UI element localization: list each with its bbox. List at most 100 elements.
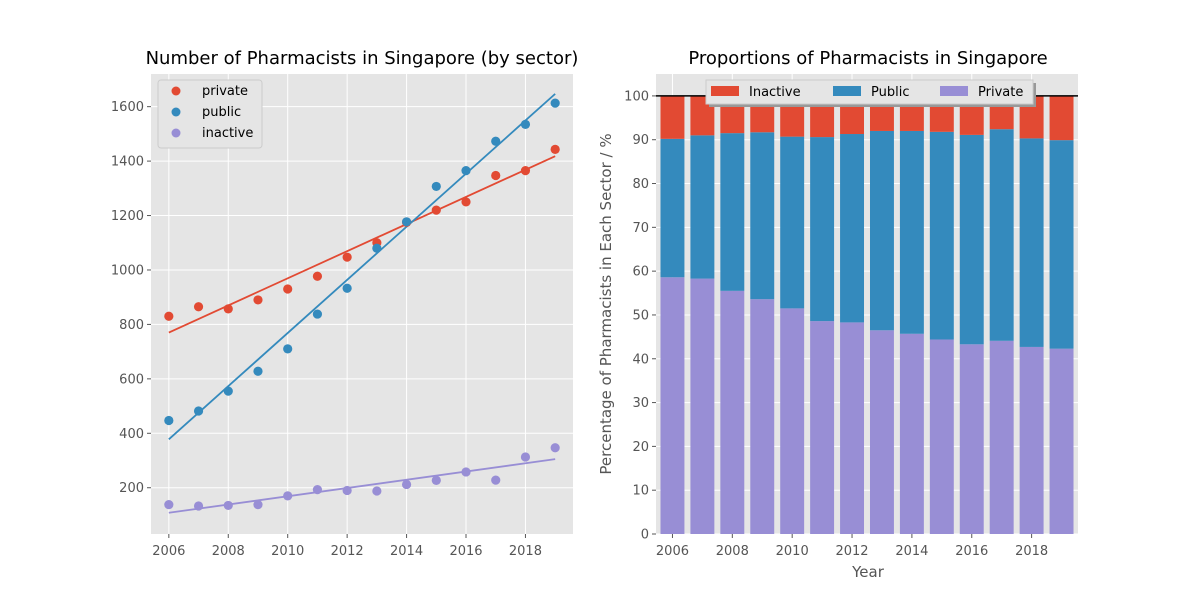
- y-tick-label: 80: [632, 177, 649, 192]
- bar-public: [899, 130, 924, 334]
- bar-inactive: [690, 95, 715, 136]
- y-tick-label: 90: [632, 133, 649, 148]
- point-public: [431, 181, 441, 192]
- y-tick-label: 0: [641, 528, 649, 543]
- bar-private: [750, 299, 775, 534]
- point-private: [491, 170, 501, 181]
- bar-private: [810, 321, 835, 534]
- bar-private: [840, 322, 865, 534]
- point-public: [372, 243, 382, 253]
- bar-public: [660, 138, 685, 278]
- point-inactive: [491, 475, 501, 485]
- legend-box: [157, 79, 263, 149]
- point-public: [312, 309, 323, 319]
- bar-public: [840, 134, 865, 323]
- point-private: [342, 252, 352, 262]
- point-inactive: [461, 467, 471, 477]
- point-inactive: [193, 501, 204, 511]
- point-private: [164, 311, 174, 321]
- legend-marker-public: [171, 107, 181, 117]
- x-tick-label: 2008: [212, 544, 245, 559]
- x-tick-label: 2010: [776, 544, 809, 559]
- bar-private: [780, 308, 805, 534]
- bar-private: [989, 340, 1014, 534]
- x-tick-label: 2012: [835, 544, 868, 559]
- point-public: [253, 366, 263, 376]
- legend-swatch-public: [833, 86, 861, 96]
- x-tick-label: 2012: [331, 544, 364, 559]
- legend-box: [705, 79, 1034, 105]
- legend-label-inactive: Inactive: [749, 85, 801, 100]
- x-tick-label: 2010: [271, 544, 304, 559]
- x-tick-label: 2016: [449, 544, 482, 559]
- bar-private: [690, 278, 715, 534]
- bar-private: [959, 344, 984, 534]
- bar-public: [780, 136, 805, 309]
- y-tick-label: 100: [624, 89, 649, 104]
- bar-public: [750, 132, 775, 300]
- trend-line-private: [168, 155, 556, 334]
- y-tick-label: 60: [632, 265, 649, 280]
- point-public: [401, 217, 412, 227]
- y-tick-label: 50: [632, 308, 649, 323]
- bars: [660, 95, 1074, 534]
- bar-private: [720, 290, 745, 534]
- bar-public: [810, 137, 835, 322]
- point-inactive: [312, 485, 323, 495]
- bar-private: [660, 277, 685, 534]
- legend: Inactive Public Private: [705, 79, 1036, 107]
- y-tick-label: 800: [119, 318, 144, 333]
- legend-marker-inactive: [171, 128, 181, 138]
- x-tick-label: 2008: [716, 544, 749, 559]
- y-tick-label: 1200: [111, 209, 144, 224]
- legend-label-public: public: [202, 105, 241, 120]
- bar-public: [989, 129, 1014, 341]
- chart-title: Proportions of Pharmacists in Singapore: [688, 48, 1047, 69]
- point-private: [283, 284, 293, 294]
- point-private: [520, 166, 531, 176]
- x-tick-label: 2018: [509, 544, 542, 559]
- x-tick-label: 2014: [895, 544, 928, 559]
- point-inactive: [520, 452, 531, 462]
- scatter-chart: Number of Pharmacists in Singapore (by s…: [111, 48, 579, 559]
- x-tick-label: 2014: [390, 544, 423, 559]
- point-inactive: [401, 479, 412, 490]
- point-private: [550, 144, 560, 154]
- plot-area: [151, 74, 573, 534]
- plot-area: [656, 74, 1078, 534]
- legend-swatch-inactive: [711, 86, 739, 96]
- point-public: [550, 98, 560, 108]
- point-inactive: [372, 486, 382, 496]
- bar-public: [1049, 140, 1074, 349]
- y-tick-label: 400: [119, 427, 144, 442]
- point-inactive: [431, 475, 441, 485]
- point-public: [223, 386, 233, 396]
- point-private: [223, 304, 233, 314]
- point-private: [461, 197, 471, 207]
- point-public: [461, 166, 471, 176]
- trend-lines: [168, 93, 556, 514]
- data-points: [164, 98, 560, 511]
- trend-line-public: [168, 93, 556, 440]
- bar-public: [1019, 138, 1044, 347]
- point-private: [193, 302, 204, 312]
- y-tick-label: 10: [632, 484, 649, 499]
- legend-label-public: Public: [871, 85, 909, 100]
- point-public: [491, 136, 501, 146]
- y-tick-label: 1400: [111, 155, 144, 170]
- point-inactive: [283, 491, 293, 501]
- axis-ticks: 2006 2008 2010 2012 2014 2016 2018 0 10 20 30 40 50 6…: [624, 89, 1048, 559]
- point-inactive: [164, 500, 174, 510]
- bar-public: [690, 135, 715, 279]
- x-axis-label: Year: [851, 563, 885, 581]
- bar-private: [1049, 348, 1074, 534]
- x-tick-label: 2006: [152, 544, 185, 559]
- y-tick-label: 200: [119, 481, 144, 496]
- point-public: [342, 283, 352, 293]
- point-private: [312, 271, 323, 281]
- x-tick-label: 2016: [955, 544, 988, 559]
- point-inactive: [253, 500, 263, 510]
- bar-inactive: [1049, 95, 1074, 141]
- point-inactive: [550, 443, 560, 453]
